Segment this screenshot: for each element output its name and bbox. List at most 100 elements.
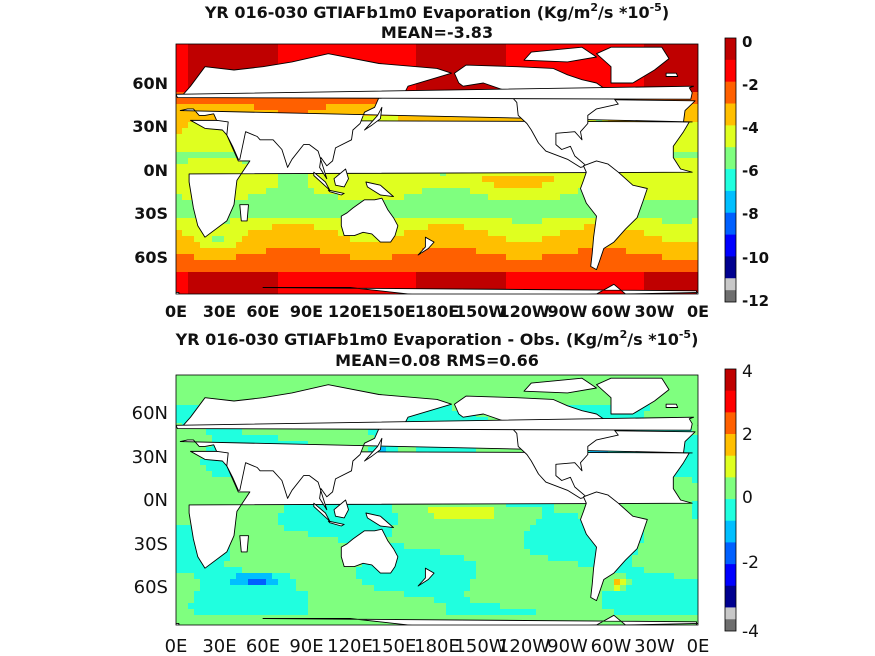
- field-cell: [248, 603, 255, 610]
- field-cell: [512, 62, 519, 69]
- field-cell: [254, 615, 261, 622]
- field-cell: [440, 176, 447, 183]
- field-cell: [536, 212, 543, 219]
- field-cell: [194, 272, 201, 279]
- landmass: [856, 169, 871, 187]
- field-cell: [326, 182, 333, 189]
- field-cell: [278, 272, 285, 279]
- field-cell: [458, 242, 465, 249]
- field-cell: [272, 579, 279, 586]
- field-cell: [290, 531, 297, 538]
- field-cell: [524, 230, 531, 237]
- field-cell: [332, 561, 339, 568]
- field-cell: [470, 116, 477, 123]
- field-cell: [254, 56, 261, 63]
- field-cell: [260, 585, 267, 592]
- field-cell: [668, 74, 675, 81]
- field-cell: [278, 242, 285, 249]
- field-cell: [194, 104, 201, 111]
- field-cell: [410, 236, 417, 243]
- field-cell: [530, 44, 537, 51]
- field-cell: [332, 579, 339, 586]
- field-cell: [524, 218, 531, 225]
- field-cell: [314, 194, 321, 201]
- field-cell: [314, 278, 321, 285]
- field-cell: [680, 194, 687, 201]
- field-cell: [254, 621, 261, 625]
- field-cell: [590, 224, 597, 231]
- field-cell: [272, 290, 279, 294]
- field-cell: [380, 176, 387, 183]
- field-cell: [206, 272, 213, 279]
- field-cell: [344, 585, 351, 592]
- field-cell: [284, 230, 291, 237]
- field-cell: [344, 206, 351, 213]
- field-cell: [230, 104, 237, 111]
- field-cell: [230, 254, 237, 261]
- field-cell: [662, 176, 669, 183]
- field-cell: [212, 236, 219, 243]
- field-cell: [572, 278, 579, 285]
- field-cell: [392, 266, 399, 273]
- field-cell: [338, 260, 345, 267]
- field-cell: [356, 182, 363, 189]
- field-cell: [260, 182, 267, 189]
- field-cell: [362, 182, 369, 189]
- field-cell: [230, 206, 237, 213]
- field-cell: [506, 44, 513, 51]
- field-cell: [230, 272, 237, 279]
- field-cell: [254, 176, 261, 183]
- field-cell: [380, 242, 387, 249]
- field-cell: [212, 597, 219, 604]
- field-cell: [518, 284, 525, 291]
- field-cell: [212, 230, 219, 237]
- field-cell: [536, 188, 543, 195]
- field-cell: [428, 272, 435, 279]
- field-cell: [680, 152, 687, 159]
- field-cell: [590, 278, 597, 285]
- field-cell: [584, 248, 591, 255]
- field-cell: [494, 188, 501, 195]
- field-cell: [566, 272, 573, 279]
- field-cell: [560, 206, 567, 213]
- field-cell: [410, 182, 417, 189]
- field-cell: [260, 278, 267, 285]
- field-cell: [332, 585, 339, 592]
- landmass: [176, 291, 180, 294]
- field-cell: [254, 230, 261, 237]
- field-cell: [302, 597, 309, 604]
- field-cell: [506, 242, 513, 249]
- field-cell: [410, 56, 417, 63]
- field-cell: [254, 537, 261, 544]
- field-cell: [518, 188, 525, 195]
- field-cell: [620, 260, 627, 267]
- field-cell: [176, 164, 183, 171]
- field-cell: [290, 182, 297, 189]
- field-cell: [212, 591, 219, 598]
- field-cell: [296, 507, 303, 514]
- field-cell: [512, 248, 519, 255]
- top-map: [176, 44, 871, 294]
- field-cell: [176, 441, 183, 448]
- field-cell: [662, 200, 669, 207]
- field-cell: [326, 104, 333, 111]
- field-cell: [428, 176, 435, 183]
- field-cell: [194, 140, 201, 147]
- field-cell: [344, 44, 351, 51]
- field-cell: [314, 206, 321, 213]
- field-cell: [224, 429, 231, 436]
- field-cell: [248, 50, 255, 57]
- field-cell: [278, 44, 285, 51]
- field-cell: [428, 200, 435, 207]
- field-cell: [692, 146, 698, 153]
- field-cell: [188, 50, 195, 57]
- field-cell: [686, 74, 693, 81]
- field-cell: [254, 573, 261, 580]
- field-cell: [194, 597, 201, 604]
- field-cell: [236, 567, 243, 574]
- field-cell: [578, 242, 585, 249]
- field-cell: [488, 278, 495, 285]
- field-cell: [326, 242, 333, 249]
- field-cell: [314, 543, 321, 550]
- field-cell: [518, 62, 525, 69]
